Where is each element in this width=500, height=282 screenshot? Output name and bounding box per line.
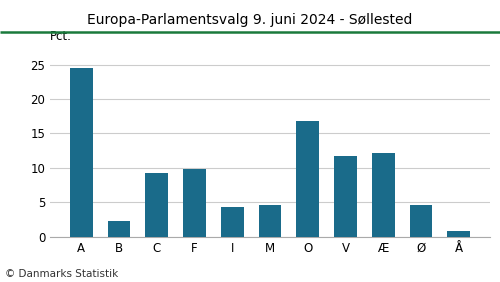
Bar — [334, 156, 357, 237]
Bar — [70, 68, 92, 237]
Bar — [296, 121, 319, 237]
Bar — [146, 173, 168, 237]
Bar — [258, 205, 281, 237]
Bar — [448, 231, 470, 237]
Text: Pct.: Pct. — [50, 30, 72, 43]
Bar — [108, 221, 130, 237]
Text: © Danmarks Statistik: © Danmarks Statistik — [5, 269, 118, 279]
Bar — [410, 205, 432, 237]
Text: Europa-Parlamentsvalg 9. juni 2024 - Søllested: Europa-Parlamentsvalg 9. juni 2024 - Søl… — [88, 13, 412, 27]
Bar — [221, 207, 244, 237]
Bar — [372, 153, 394, 237]
Bar — [183, 169, 206, 237]
